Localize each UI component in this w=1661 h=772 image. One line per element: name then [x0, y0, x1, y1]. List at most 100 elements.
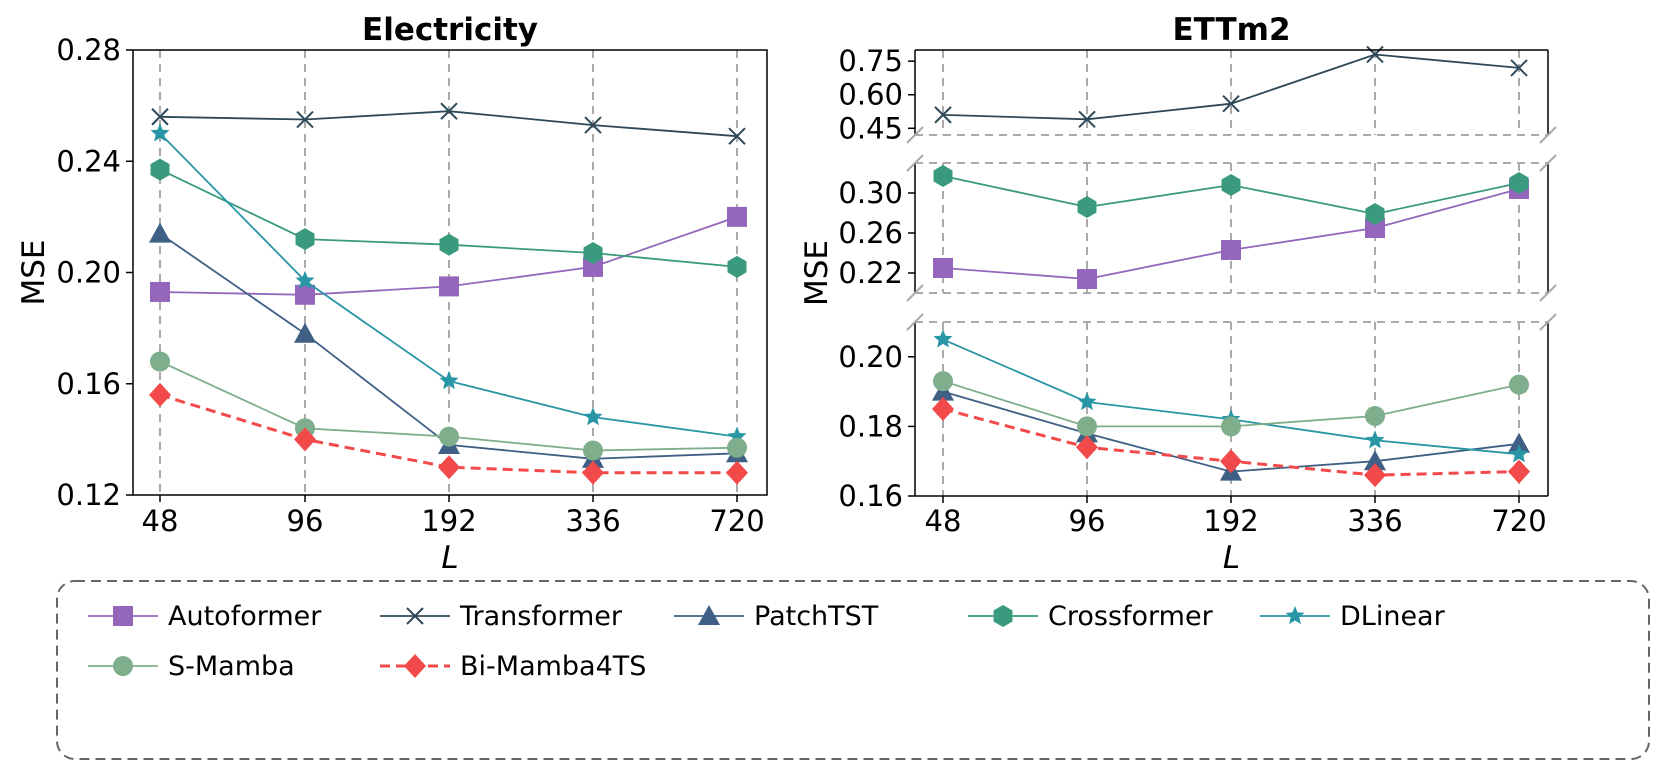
legend-marker — [113, 606, 133, 626]
legend-frame — [56, 580, 1650, 760]
point-bi-mamba4ts-336 — [1364, 463, 1386, 488]
point-dlinear-48 — [933, 329, 953, 348]
point-transformer-96 — [1078, 110, 1096, 129]
xtick-label: 720 — [1491, 504, 1546, 538]
point-s-mamba-720 — [727, 437, 747, 458]
point-dlinear-720 — [1509, 444, 1529, 463]
legend-item-patchtst: PatchTST — [674, 601, 879, 632]
break-mark — [1539, 154, 1557, 172]
point-s-mamba-336 — [1365, 405, 1385, 426]
point-bi-mamba4ts-48 — [149, 382, 171, 407]
point-autoformer-96 — [295, 284, 315, 305]
point-crossformer-96 — [295, 228, 315, 251]
point-bi-mamba4ts-192 — [438, 455, 460, 480]
break-mark — [1539, 313, 1557, 331]
point-bi-mamba4ts-720 — [1508, 459, 1530, 484]
xtick-label: 192 — [1203, 504, 1258, 538]
point-crossformer-48 — [933, 165, 953, 187]
ytick-label: 0.12 — [56, 478, 121, 512]
series-line-bi-mamba4ts — [159, 393, 737, 475]
point-bi-mamba4ts-48 — [932, 397, 954, 421]
xtick-label: 96 — [287, 504, 324, 538]
ytick-label: 0.45 — [838, 111, 903, 145]
break-mark — [906, 313, 924, 331]
point-transformer-336 — [584, 116, 602, 134]
xtick-label: 48 — [142, 504, 179, 538]
electricity-plot: 0.12 0.16 0.20 0.24 0.28 48 96 192 336 720 Electri… — [16, 12, 768, 576]
point-crossformer-192 — [1221, 174, 1241, 196]
point-transformer-720 — [728, 127, 746, 145]
point-s-mamba-720 — [1509, 374, 1529, 395]
break-mark — [906, 154, 924, 172]
point-s-mamba-48 — [933, 371, 953, 392]
legend-item-bi-mamba4ts: Bi-Mamba4TS — [380, 651, 646, 682]
point-crossformer-720 — [727, 255, 747, 278]
point-autoformer-336 — [583, 256, 603, 277]
xtick-label: 96 — [1069, 504, 1106, 538]
point-crossformer-336 — [583, 242, 603, 264]
point-transformer-96 — [296, 110, 314, 129]
ytick-label: 0.20 — [838, 340, 903, 374]
point-patchtst-48 — [149, 222, 171, 243]
y-axis-label: MSE — [799, 240, 835, 306]
legend-label: Autoformer — [168, 601, 322, 632]
xtick-label: 720 — [709, 504, 764, 538]
ytick-label: 0.20 — [56, 256, 121, 290]
x-axis-label: L — [441, 540, 458, 576]
legend-item-s-mamba: S-Mamba — [88, 651, 295, 682]
point-transformer-192 — [1222, 94, 1240, 113]
point-dlinear-96 — [295, 270, 315, 289]
point-autoformer-192 — [439, 276, 459, 297]
axis-segment-1: 0.450.600.75 — [838, 44, 1557, 145]
legend-marker — [993, 605, 1013, 627]
point-crossformer-192 — [439, 233, 459, 256]
axis-segment-3: 0.16 0.18 0.20 — [838, 313, 1557, 513]
legend-label: DLinear — [1340, 601, 1446, 632]
break-mark — [1539, 284, 1557, 302]
legend-marker — [113, 656, 133, 676]
point-crossformer-48 — [150, 158, 170, 181]
chart-title: ETTm2 — [1172, 12, 1290, 48]
ytick-label: 0.30 — [838, 176, 903, 210]
point-crossformer-336 — [1365, 203, 1385, 225]
point-dlinear-336 — [583, 407, 603, 426]
legend-label: S-Mamba — [168, 651, 295, 682]
legend-marker — [1285, 606, 1305, 625]
point-transformer-720 — [1510, 59, 1528, 77]
point-transformer-48 — [934, 106, 952, 124]
point-transformer-192 — [440, 102, 458, 120]
xtick-label: 336 — [1347, 504, 1402, 538]
point-s-mamba-336 — [583, 440, 603, 461]
legend-item-transformer: Transformer — [380, 601, 623, 632]
ytick-label: 0.60 — [838, 78, 903, 112]
point-dlinear-96 — [1077, 392, 1097, 411]
point-dlinear-192 — [439, 371, 459, 390]
point-transformer-48 — [151, 108, 169, 126]
point-bi-mamba4ts-336 — [582, 460, 604, 485]
legend-label: PatchTST — [754, 601, 879, 632]
point-autoformer-720 — [727, 206, 747, 227]
ytick-label: 0.16 — [838, 479, 903, 513]
point-bi-mamba4ts-192 — [1220, 449, 1242, 474]
xtick-label: 192 — [421, 504, 476, 538]
point-crossformer-96 — [1077, 196, 1097, 218]
point-autoformer-96 — [1077, 269, 1097, 289]
point-s-mamba-48 — [150, 351, 170, 372]
chart-title: Electricity — [362, 12, 538, 48]
point-autoformer-48 — [150, 281, 170, 302]
ytick-label: 0.26 — [838, 216, 903, 250]
legend-label: Bi-Mamba4TS — [460, 651, 646, 682]
point-bi-mamba4ts-96 — [1076, 435, 1098, 460]
legend-item-autoformer: Autoformer — [88, 601, 322, 632]
legend: Autoformer Transformer PatchTST Crossformer… — [88, 601, 1446, 682]
xtick-label: 48 — [925, 504, 962, 538]
point-crossformer-720 — [1509, 172, 1529, 194]
point-dlinear-48 — [150, 123, 170, 142]
point-transformer-336 — [1366, 45, 1384, 64]
xtick-label: 336 — [565, 504, 620, 538]
ettm2-plot: ETTm20.450.600.750.220.260.300.160.180.2… — [799, 12, 1557, 576]
point-s-mamba-192 — [1221, 416, 1241, 437]
ytick-label: 0.28 — [56, 33, 121, 67]
point-bi-mamba4ts-96 — [294, 427, 316, 452]
